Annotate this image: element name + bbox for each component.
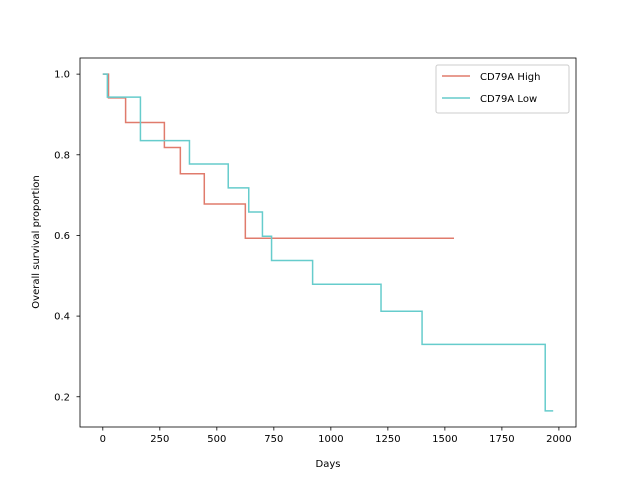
- x-tick-label: 250: [150, 434, 169, 445]
- legend: CD79A High CD79A Low: [435, 64, 570, 114]
- legend-box: [435, 64, 570, 114]
- series-line-1: [102, 73, 554, 412]
- y-axis: 0.2 0.4 0.6 0.8 1.0: [54, 70, 80, 403]
- x-tick-label: 2000: [546, 434, 571, 445]
- plot-frame: [79, 57, 577, 428]
- x-axis: 0 250 500 750 1000 1250 1500 1750 2000: [100, 427, 572, 445]
- y-axis-label: Overall survival proportion: [31, 175, 42, 308]
- series-layer: [102, 73, 554, 412]
- x-tick-label: 750: [264, 434, 283, 445]
- x-tick-label: 1500: [432, 434, 457, 445]
- y-tick-label: 1.0: [54, 70, 70, 81]
- x-tick-label: 1000: [318, 434, 343, 445]
- y-tick-label: 0.8: [54, 150, 70, 161]
- y-tick-label: 0.6: [54, 231, 70, 242]
- x-tick-label: 1250: [375, 434, 400, 445]
- x-tick-label: 500: [207, 434, 226, 445]
- legend-label: CD79A Low: [480, 94, 537, 105]
- legend-label: CD79A High: [480, 72, 540, 83]
- x-tick-label: 1750: [489, 434, 514, 445]
- y-tick-label: 0.2: [54, 392, 70, 403]
- x-axis-label: Days: [316, 459, 341, 470]
- series-line-0: [102, 73, 454, 240]
- x-tick-label: 0: [100, 434, 106, 445]
- y-tick-label: 0.4: [54, 312, 70, 323]
